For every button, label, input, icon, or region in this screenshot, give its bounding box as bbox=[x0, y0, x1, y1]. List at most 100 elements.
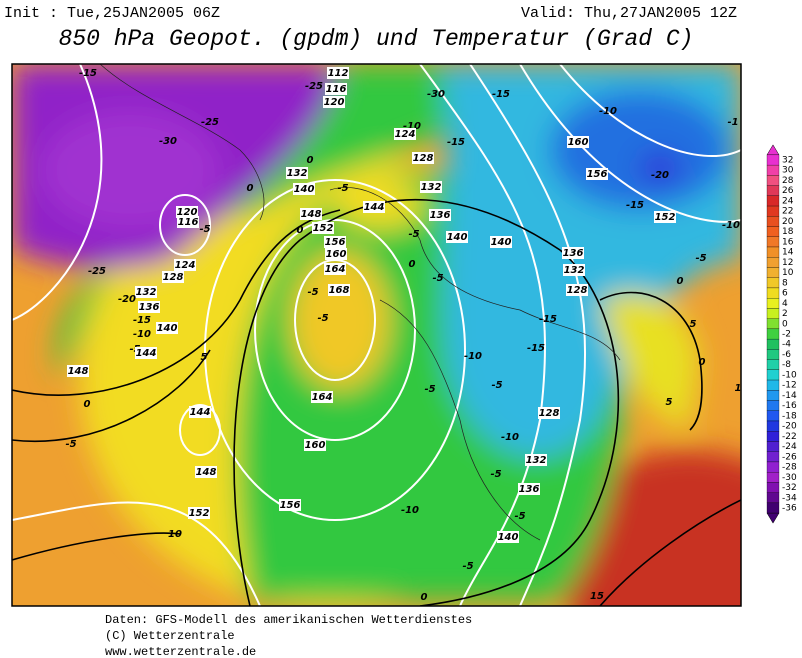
valid-time: Valid: Thu,27JAN2005 12Z bbox=[521, 5, 737, 22]
label-box bbox=[654, 211, 676, 223]
geopotential-label: 128 bbox=[163, 272, 184, 283]
temperature-label: -5 bbox=[408, 229, 419, 240]
temperature-label: -20 bbox=[118, 294, 136, 305]
label-box bbox=[323, 96, 345, 108]
geopotential-label: 168 bbox=[329, 285, 350, 296]
legend-tick-label: -16 bbox=[782, 401, 797, 411]
label-box bbox=[538, 407, 560, 419]
temperature-label: -10 bbox=[464, 351, 482, 362]
website-url: www.wetterzentrale.de bbox=[105, 645, 256, 658]
temperature-label: -10 bbox=[501, 432, 519, 443]
geopotential-label: 152 bbox=[313, 223, 334, 234]
temperature-label: -5 bbox=[462, 561, 473, 572]
label-box bbox=[497, 531, 519, 543]
temperature-label: -1 bbox=[727, 117, 738, 128]
legend-swatch bbox=[766, 420, 780, 432]
temperature-label: -25 bbox=[201, 117, 219, 128]
temperature-label: -30 bbox=[427, 89, 445, 100]
geopotential-label: 116 bbox=[178, 217, 199, 228]
temperature-label: -5 bbox=[424, 384, 435, 395]
temperature-label: 10 bbox=[168, 529, 182, 540]
geopotential-label: 140 bbox=[157, 323, 178, 334]
temperature-label: 0 bbox=[307, 155, 314, 166]
label-box bbox=[135, 286, 157, 298]
geopotential-label: 132 bbox=[287, 168, 308, 179]
label-box bbox=[279, 499, 301, 511]
legend-tick-label: -28 bbox=[782, 463, 797, 473]
legend-swatch bbox=[766, 257, 780, 268]
legend-tick-label: 0 bbox=[782, 319, 788, 329]
label-box bbox=[312, 222, 334, 234]
label-box bbox=[446, 231, 468, 243]
temperature-label: -5 bbox=[491, 380, 502, 391]
legend-tick-label: -32 bbox=[782, 483, 797, 493]
legend-tick-label: -22 bbox=[782, 432, 797, 442]
geopotential-label: 128 bbox=[539, 408, 560, 419]
temperature-label: -25 bbox=[88, 266, 106, 277]
label-box bbox=[176, 206, 198, 218]
legend-tick-label: -6 bbox=[782, 350, 791, 360]
legend-tick-label: -34 bbox=[782, 493, 797, 503]
legend-swatch bbox=[766, 441, 780, 452]
geopotential-label: 148 bbox=[196, 467, 217, 478]
legend-tick-label: -30 bbox=[782, 473, 797, 483]
legend-swatch bbox=[766, 287, 780, 299]
label-box bbox=[135, 347, 157, 359]
label-box bbox=[156, 322, 178, 334]
temperature-label: -10 bbox=[401, 505, 419, 516]
geopotential-label: 112 bbox=[328, 68, 349, 79]
legend-swatch bbox=[766, 451, 780, 463]
label-box bbox=[174, 259, 196, 271]
legend-tick-label: 20 bbox=[782, 217, 794, 227]
temperature-label: 0 bbox=[297, 225, 304, 236]
init-time: Init : Tue,25JAN2005 06Z bbox=[4, 5, 220, 22]
geopotential-label: 156 bbox=[587, 169, 608, 180]
legend-tick-label: 24 bbox=[782, 196, 794, 206]
temperature-label: -25 bbox=[305, 81, 323, 92]
temperature-label: -10 bbox=[403, 121, 421, 132]
geopotential-label: 128 bbox=[413, 153, 434, 164]
legend-tick-label: 18 bbox=[782, 227, 794, 237]
legend-swatch bbox=[766, 308, 780, 319]
temperature-label: -5 bbox=[199, 224, 210, 235]
geopotential-label: 160 bbox=[326, 249, 347, 260]
legend-swatch bbox=[766, 298, 780, 309]
geopotential-label: 136 bbox=[139, 302, 160, 313]
label-box bbox=[363, 201, 385, 213]
copyright: (C) Wetterzentrale bbox=[105, 629, 235, 643]
label-box bbox=[567, 136, 589, 148]
geopotential-label: 144 bbox=[190, 407, 211, 418]
geopotential-label: 140 bbox=[447, 232, 468, 243]
geopotential-label: 144 bbox=[136, 348, 157, 359]
geopotential-label: 120 bbox=[324, 97, 345, 108]
legend-swatch bbox=[766, 164, 780, 176]
geopotential-label: 148 bbox=[68, 366, 89, 377]
label-box bbox=[327, 67, 349, 79]
legend-swatch bbox=[766, 400, 780, 411]
legend-swatch bbox=[766, 216, 780, 227]
geopotential-label: 164 bbox=[312, 392, 333, 403]
label-box bbox=[420, 181, 442, 193]
temperature-label: 15 bbox=[590, 591, 604, 602]
temperature-label: -10 bbox=[722, 220, 740, 231]
label-box bbox=[195, 466, 217, 478]
geopotential-label: 116 bbox=[326, 84, 347, 95]
map-frame bbox=[11, 63, 742, 607]
label-box bbox=[189, 406, 211, 418]
legend-tick-label: 14 bbox=[782, 248, 794, 258]
geopotential-label: 156 bbox=[280, 500, 301, 511]
label-box bbox=[67, 365, 89, 377]
label-box bbox=[311, 391, 333, 403]
geopotential-label: 132 bbox=[526, 455, 547, 466]
legend-tick-label: 6 bbox=[782, 289, 788, 299]
legend-tick-label: -26 bbox=[782, 452, 797, 462]
legend-swatch bbox=[766, 338, 780, 350]
legend-tick-label: 8 bbox=[782, 278, 788, 288]
temperature-label: -5 bbox=[317, 313, 328, 324]
temperature-label: 5 bbox=[201, 352, 208, 363]
geopotential-label: 124 bbox=[395, 129, 416, 140]
temperature-label: -5 bbox=[490, 469, 501, 480]
temperature-label: -15 bbox=[626, 200, 644, 211]
temperature-label: 0 bbox=[421, 592, 428, 603]
